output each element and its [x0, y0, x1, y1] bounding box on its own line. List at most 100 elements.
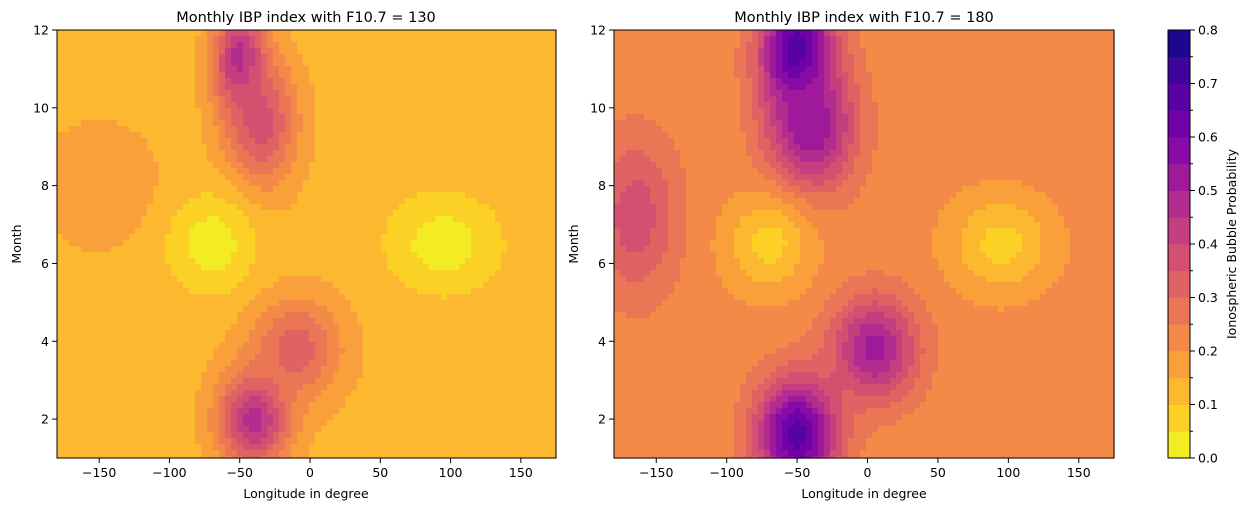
- contour-cell: [177, 270, 184, 277]
- contour-cell: [531, 78, 538, 85]
- contour-cell: [315, 348, 322, 355]
- contour-cell: [375, 270, 382, 277]
- contour-cell: [399, 288, 406, 295]
- contour-cell: [279, 360, 286, 367]
- contour-cell: [459, 348, 466, 355]
- contour-cell: [231, 156, 238, 163]
- contour-cell: [381, 30, 388, 37]
- contour-cell: [495, 348, 502, 355]
- contour-cell: [117, 330, 124, 337]
- contour-cell: [459, 306, 466, 313]
- contour-cell: [477, 378, 484, 385]
- contour-cell: [399, 216, 406, 223]
- contour-cell: [249, 132, 256, 139]
- contour-cell: [249, 42, 256, 49]
- contour-cell: [261, 162, 268, 169]
- contour-cell: [477, 360, 484, 367]
- contour-cell: [231, 114, 238, 121]
- contour-cell: [207, 96, 214, 103]
- contour-cell: [165, 126, 172, 133]
- contour-cell: [513, 30, 520, 37]
- contour-cell: [69, 102, 76, 109]
- contour-cell: [309, 54, 316, 61]
- contour-cell: [357, 294, 364, 301]
- contour-cell: [117, 234, 124, 241]
- contour-cell: [285, 84, 292, 91]
- contour-cell: [543, 72, 550, 79]
- contour-cell: [63, 144, 70, 151]
- contour-cell: [351, 288, 358, 295]
- contour-cell: [57, 288, 64, 295]
- contour-cell: [261, 186, 268, 193]
- contour-cell: [441, 120, 448, 127]
- contour-cell: [231, 306, 238, 313]
- contour-cell: [177, 186, 184, 193]
- contour-cell: [189, 216, 196, 223]
- contour-cell: [459, 246, 466, 253]
- contour-cell: [159, 198, 166, 205]
- contour-cell: [69, 258, 76, 265]
- contour-cell: [213, 144, 220, 151]
- contour-cell: [441, 342, 448, 349]
- contour-cell: [531, 342, 538, 349]
- contour-cell: [381, 330, 388, 337]
- contour-cell: [387, 42, 394, 49]
- contour-cell: [483, 72, 490, 79]
- contour-cell: [123, 324, 130, 331]
- contour-cell: [225, 312, 232, 319]
- contour-cell: [153, 312, 160, 319]
- contour-cell: [183, 282, 190, 289]
- contour-cell: [231, 270, 238, 277]
- contour-cell: [345, 360, 352, 367]
- contour-cell: [375, 96, 382, 103]
- contour-cell: [69, 198, 76, 205]
- contour-cell: [189, 222, 196, 229]
- contour-cell: [309, 216, 316, 223]
- contour-cell: [111, 318, 118, 325]
- contour-cell: [549, 96, 556, 103]
- contour-cell: [519, 288, 526, 295]
- contour-cell: [549, 174, 556, 181]
- contour-cell: [399, 330, 406, 337]
- contour-cell: [465, 210, 472, 217]
- contour-cell: [501, 288, 508, 295]
- contour-cell: [249, 318, 256, 325]
- contour-cell: [339, 366, 346, 373]
- contour-cell: [159, 192, 166, 199]
- contour-cell: [273, 372, 280, 379]
- contour-cell: [495, 78, 502, 85]
- contour-cell: [297, 96, 304, 103]
- contour-cell: [477, 210, 484, 217]
- contour-cell: [201, 90, 208, 97]
- contour-cell: [525, 348, 532, 355]
- contour-cell: [549, 168, 556, 175]
- contour-cell: [477, 252, 484, 259]
- contour-cell: [105, 228, 112, 235]
- contour-cell: [159, 276, 166, 283]
- contour-cell: [267, 300, 274, 307]
- contour-cell: [255, 276, 262, 283]
- contour-cell: [147, 120, 154, 127]
- contour-cell: [411, 216, 418, 223]
- contour-cell: [459, 108, 466, 115]
- contour-cell: [483, 48, 490, 55]
- contour-cell: [195, 180, 202, 187]
- contour-cell: [315, 264, 322, 271]
- contour-cell: [309, 300, 316, 307]
- contour-cell: [435, 42, 442, 49]
- contour-cell: [81, 30, 88, 37]
- contour-cell: [213, 228, 220, 235]
- contour-cell: [297, 234, 304, 241]
- contour-cell: [441, 186, 448, 193]
- contour-cell: [363, 36, 370, 43]
- contour-cell: [195, 72, 202, 79]
- contour-cell: [93, 342, 100, 349]
- contour-cell: [441, 78, 448, 85]
- contour-cell: [375, 144, 382, 151]
- contour-cell: [93, 324, 100, 331]
- contour-cell: [465, 72, 472, 79]
- contour-cell: [483, 330, 490, 337]
- contour-cell: [507, 78, 514, 85]
- contour-cell: [411, 108, 418, 115]
- contour-cell: [237, 72, 244, 79]
